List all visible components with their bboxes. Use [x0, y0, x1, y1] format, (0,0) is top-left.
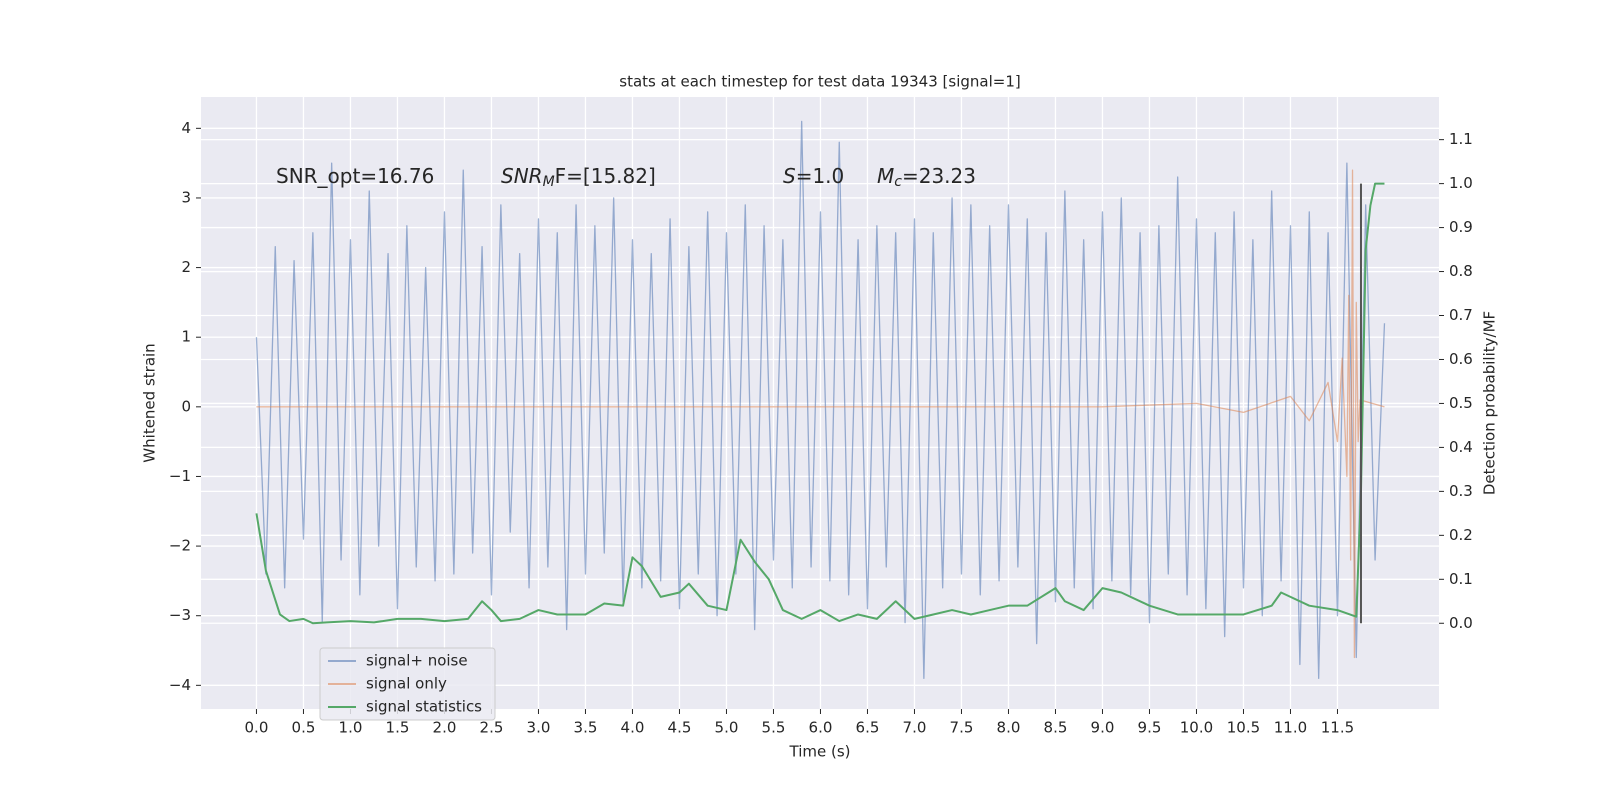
y2-tick-label: 0.0	[1449, 614, 1473, 632]
x-tick-label: 10.5	[1227, 719, 1260, 737]
annotation-sub: M	[543, 174, 555, 190]
x-tick-label: 5.5	[762, 719, 786, 737]
x-tick-label: 7.5	[950, 719, 974, 737]
x-tick-label: 1.0	[339, 719, 363, 737]
x-tick-label: 8.5	[1044, 719, 1068, 737]
legend-box	[319, 647, 496, 721]
y2-tick-label: 0.6	[1449, 350, 1473, 368]
annotation-rest: =23.23	[902, 164, 976, 188]
y-tick-label: −1	[169, 467, 191, 485]
y2-tick-label: 0.9	[1449, 218, 1473, 236]
x-tick-label: 11.0	[1274, 719, 1307, 737]
x-tick-label: 3.5	[574, 719, 598, 737]
annotation-text: SNR_opt=16.76	[276, 164, 434, 188]
annotation-text: M	[877, 164, 894, 188]
annotation-text: S	[783, 164, 796, 188]
x-tick-label: 4.5	[668, 719, 692, 737]
x-tick-label: 8.0	[997, 719, 1021, 737]
x-tick-label: 9.0	[1091, 719, 1115, 737]
x-tick-label: 9.5	[1138, 719, 1162, 737]
y2-tick-label: 0.2	[1449, 526, 1473, 544]
y-tick-label: 0	[181, 397, 191, 415]
x-tick-label: 2.0	[433, 719, 457, 737]
y-tick-label: 1	[181, 328, 191, 346]
x-tick-label: 3.0	[527, 719, 551, 737]
chart-title: stats at each timestep for test data 193…	[619, 73, 1020, 91]
y2-tick-label: 0.1	[1449, 570, 1473, 588]
y2-tick-label: 0.4	[1449, 438, 1473, 456]
series-line	[255, 120, 1386, 680]
y-axis-label: Whitened strain	[141, 343, 159, 462]
x-tick-label: 6.5	[856, 719, 880, 737]
y-tick-label: 4	[181, 119, 191, 137]
series-line	[256, 169, 1385, 659]
annotation-rest: F=[15.82]	[555, 164, 656, 188]
y2-tick-label: 0.7	[1449, 306, 1473, 324]
x-tick-label: 11.5	[1321, 719, 1354, 737]
y-tick-label: 2	[181, 258, 191, 276]
y-tick-label: 3	[181, 188, 191, 206]
x-tick-label: 6.0	[809, 719, 833, 737]
y-tick-label: −3	[169, 606, 191, 624]
legend-label: signal statistics	[366, 698, 482, 716]
y2-tick-label: 0.5	[1449, 394, 1473, 412]
y2-tick-label: 0.3	[1449, 482, 1473, 500]
annotation-text: SNR	[501, 164, 543, 188]
y-tick-label: −2	[169, 537, 191, 555]
x-tick-label: 0.5	[292, 719, 316, 737]
annotation-rest: =1.0	[796, 164, 845, 188]
annotation: SNR_opt=16.76	[276, 164, 434, 188]
legend-label: signal+ noise	[366, 652, 468, 670]
x-axis-label: Time (s)	[789, 743, 851, 761]
y2-tick-label: 0.8	[1449, 262, 1473, 280]
annotation-sub: c	[894, 174, 902, 190]
annotation: S=1.0	[783, 164, 844, 188]
y2-tick-label: 1.1	[1449, 130, 1473, 148]
x-tick-label: 10.0	[1180, 719, 1213, 737]
x-tick-label: 4.0	[621, 719, 645, 737]
x-tick-label: 7.0	[903, 719, 927, 737]
x-tick-label: 2.5	[480, 719, 504, 737]
y2-axis-label: Detection probability/MF	[1481, 311, 1499, 495]
annotation: SNRMF=[15.82]	[501, 164, 656, 191]
legend-label: signal only	[366, 675, 447, 693]
x-tick-label: 0.0	[245, 719, 269, 737]
y-tick-label: −4	[169, 676, 191, 694]
x-tick-label: 1.5	[386, 719, 410, 737]
annotation: Mc=23.23	[877, 164, 976, 191]
x-tick-label: 5.0	[715, 719, 739, 737]
y2-tick-label: 1.0	[1449, 174, 1473, 192]
series-line	[255, 182, 1385, 625]
